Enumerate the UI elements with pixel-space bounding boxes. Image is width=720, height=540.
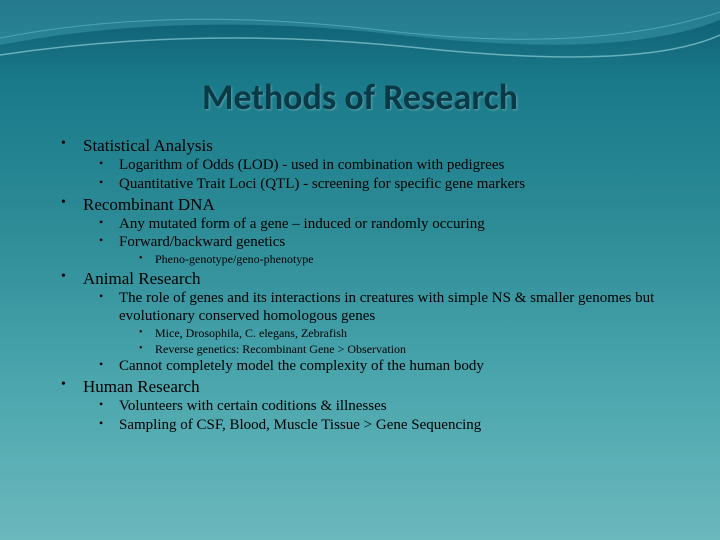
bullet-lvl1: Human Research Volunteers with certain co…	[55, 377, 665, 435]
bullet-text: Cannot completely model the complexity o…	[119, 358, 484, 374]
slide-content: Statistical Analysis Logarithm of Odds (L…	[0, 119, 720, 435]
bullet-text: Pheno-genotype/geno-phenotype	[155, 252, 314, 266]
bullet-lvl1: Statistical Analysis Logarithm of Odds (L…	[55, 136, 665, 194]
bullet-lvl2: Any mutated form of a gene – induced or …	[91, 215, 665, 234]
bullet-text: Forward/backward genetics	[119, 234, 285, 250]
bullet-lvl2: Cannot completely model the complexity o…	[91, 357, 665, 376]
bullet-lvl3: Mice, Drosophila, C. elegans, Zebrafish	[129, 326, 665, 342]
bullet-text: Reverse genetics: Recombinant Gene > Obs…	[155, 342, 406, 356]
slide-title: Methods of Research	[0, 0, 720, 119]
bullet-lvl2: Sampling of CSF, Blood, Muscle Tissue > …	[91, 416, 665, 435]
bullet-text: Volunteers with certain coditions & illn…	[119, 398, 387, 414]
bullet-lvl2: Volunteers with certain coditions & illn…	[91, 397, 665, 416]
bullet-lvl2: Forward/backward genetics Pheno-genotype/…	[91, 233, 665, 267]
bullet-lvl2: The role of genes and its interactions i…	[91, 289, 665, 358]
bullet-text: Recombinant DNA	[83, 195, 215, 214]
bullet-text: Human Research	[83, 377, 200, 396]
bullet-lvl3: Reverse genetics: Recombinant Gene > Obs…	[129, 342, 665, 358]
bullet-text: Statistical Analysis	[83, 136, 213, 155]
bullet-text: Logarithm of Odds (LOD) - used in combin…	[119, 157, 504, 173]
bullet-text: Animal Research	[83, 269, 201, 288]
bullet-lvl2: Logarithm of Odds (LOD) - used in combin…	[91, 156, 665, 175]
bullet-text: Quantitative Trait Loci (QTL) - screenin…	[119, 176, 525, 192]
bullet-lvl1: Recombinant DNA Any mutated form of a gen…	[55, 195, 665, 268]
bullet-lvl3: Pheno-genotype/geno-phenotype	[129, 252, 665, 268]
bullet-text: The role of genes and its interactions i…	[119, 290, 654, 325]
bullet-text: Any mutated form of a gene – induced or …	[119, 216, 485, 232]
bullet-text: Mice, Drosophila, C. elegans, Zebrafish	[155, 326, 347, 340]
bullet-lvl2: Quantitative Trait Loci (QTL) - screenin…	[91, 175, 665, 194]
bullet-lvl1: Animal Research The role of genes and its…	[55, 269, 665, 376]
bullet-text: Sampling of CSF, Blood, Muscle Tissue > …	[119, 417, 481, 433]
